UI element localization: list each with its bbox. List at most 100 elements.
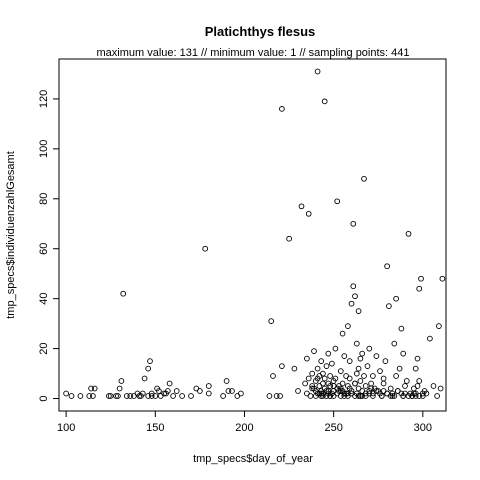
data-point: [166, 380, 173, 387]
data-point: [357, 378, 364, 384]
data-point: [412, 393, 419, 399]
plot-frame: [58, 58, 447, 412]
data-point: [341, 353, 348, 359]
data-point: [357, 393, 364, 399]
data-point: [414, 355, 421, 362]
data-point: [368, 380, 374, 387]
data-point: [353, 340, 360, 347]
data-point: [268, 318, 275, 324]
data-point: [398, 325, 405, 332]
data-point: [173, 388, 180, 394]
data-point: [318, 390, 325, 397]
data-point: [386, 303, 392, 309]
data-point: [298, 203, 305, 210]
data-point: [359, 393, 366, 399]
data-point: [116, 385, 123, 392]
data-point: [416, 285, 423, 292]
data-point: [396, 365, 403, 372]
data-point: [366, 345, 373, 352]
data-point: [348, 300, 355, 307]
data-point: [68, 393, 75, 399]
data-point: [305, 375, 312, 382]
data-point: [352, 293, 358, 300]
data-point: [377, 368, 383, 374]
data-point: [318, 358, 325, 364]
data-point: [238, 390, 244, 397]
data-point: [364, 363, 371, 369]
y-axis-label: tmp_specs$individuenzahlGesamt: [5, 151, 17, 319]
data-point: [362, 383, 369, 389]
data-point: [398, 390, 405, 397]
x-tick-label: 150: [146, 422, 164, 434]
data-point: [430, 383, 437, 389]
data-points: [63, 68, 446, 399]
data-point: [355, 393, 362, 399]
data-point: [346, 385, 353, 392]
data-point: [391, 393, 398, 399]
data-point: [86, 393, 93, 399]
data-point: [309, 370, 316, 377]
data-point: [115, 393, 121, 399]
data-point: [355, 365, 362, 372]
data-point: [366, 388, 373, 394]
data-point: [164, 388, 171, 394]
data-point: [416, 378, 423, 384]
data-point: [279, 106, 285, 112]
data-point: [205, 390, 212, 397]
data-point: [434, 393, 440, 399]
y-tick-label: 100: [38, 140, 50, 158]
data-point: [139, 390, 146, 397]
data-point: [405, 230, 412, 237]
data-point: [350, 220, 357, 227]
data-point: [325, 350, 332, 357]
x-axis: 100 150 200 250 300: [57, 410, 432, 434]
data-point: [382, 358, 389, 364]
data-point: [332, 375, 339, 382]
data-point: [393, 373, 399, 379]
data-point: [334, 385, 341, 392]
data-point: [304, 355, 310, 362]
data-point: [403, 378, 410, 384]
data-point: [332, 345, 339, 352]
data-point: [305, 210, 312, 217]
data-point: [345, 323, 351, 329]
data-point: [391, 340, 398, 347]
data-point: [152, 393, 159, 399]
data-point: [120, 290, 127, 297]
data-point: [106, 393, 112, 399]
data-point: [314, 390, 321, 397]
data-point: [279, 363, 285, 369]
data-point: [63, 390, 69, 397]
data-point: [113, 393, 119, 399]
x-tick-label: 100: [57, 422, 75, 434]
data-point: [307, 393, 314, 399]
data-point: [147, 358, 153, 364]
data-point: [266, 393, 273, 399]
data-point: [380, 380, 387, 387]
data-point: [273, 393, 280, 399]
data-point: [414, 383, 421, 389]
data-point: [377, 390, 383, 397]
data-point: [337, 368, 344, 374]
data-point: [380, 375, 387, 382]
data-point: [179, 393, 185, 399]
data-point: [148, 393, 155, 399]
data-point: [339, 380, 346, 387]
data-point: [229, 388, 235, 394]
data-point: [327, 373, 333, 379]
y-tick-label: 20: [38, 342, 50, 354]
data-point: [393, 295, 399, 302]
data-point: [412, 365, 419, 372]
data-point: [387, 385, 394, 392]
data-point: [353, 370, 360, 377]
data-point: [286, 235, 292, 242]
data-point: [361, 175, 367, 182]
y-tick-label: 120: [38, 90, 50, 108]
y-axis: 0 20 40 60 80 100 120: [38, 90, 60, 402]
data-point: [348, 390, 355, 397]
data-point: [352, 380, 358, 387]
data-point: [320, 370, 326, 377]
data-point: [357, 355, 364, 362]
data-point: [202, 245, 209, 252]
